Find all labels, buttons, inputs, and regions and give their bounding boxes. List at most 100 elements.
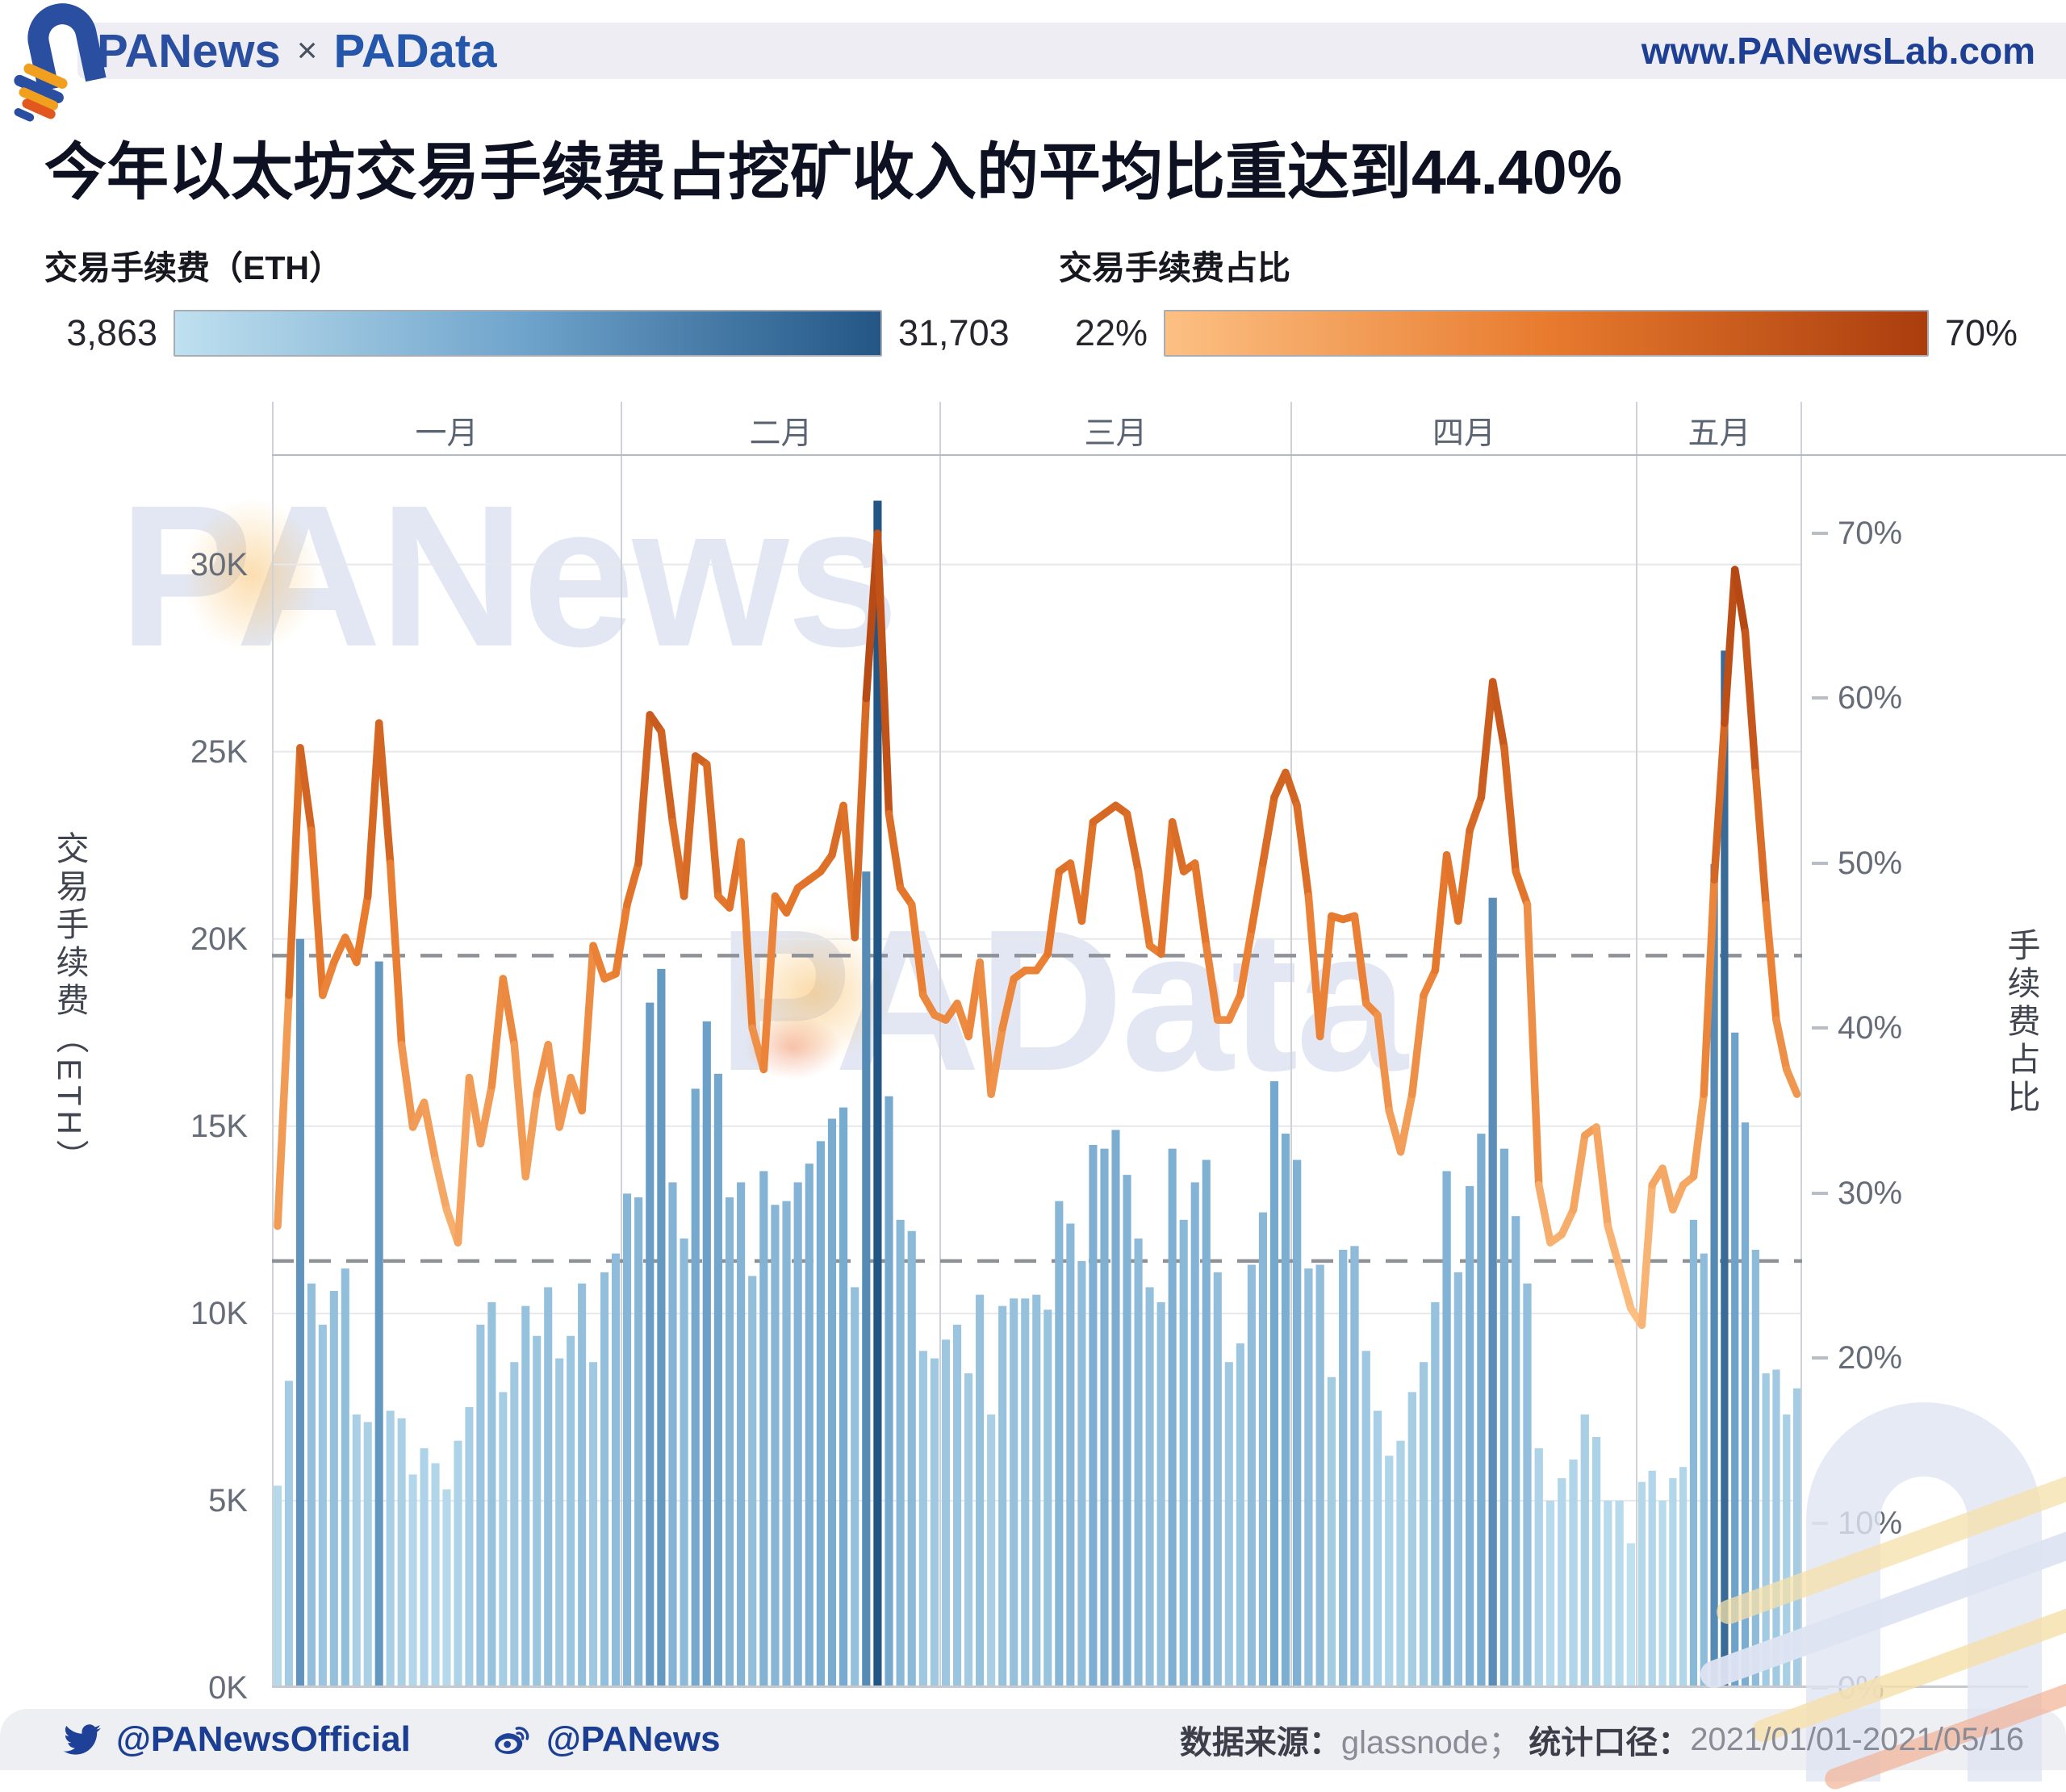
fee-bar	[1741, 1122, 1750, 1688]
fee-bar	[1304, 1268, 1313, 1688]
twitter-handle-link[interactable]: @PANewsOfficial	[61, 1719, 411, 1760]
pct-line-segment	[499, 975, 519, 1049]
combo-chart-plot	[272, 402, 1802, 1688]
pct-line-segment	[1304, 892, 1324, 1041]
fee-bar	[374, 961, 383, 1688]
pct-line-segment	[885, 809, 905, 892]
fee-bar	[713, 1073, 722, 1688]
pct-line-segment	[737, 838, 756, 1033]
pct-line-segment	[1202, 942, 1222, 1024]
pct-line-segment	[1783, 1065, 1801, 1098]
pct-line-segment	[1658, 1164, 1677, 1213]
fee-bar	[998, 1305, 1007, 1688]
site-url-link[interactable]: www.PANewsLab.com	[1641, 30, 2035, 72]
fee-bar	[1669, 1478, 1677, 1688]
scope-label: 统计口径：	[1529, 1725, 1691, 1761]
fee-bar	[827, 1118, 837, 1688]
fee-bar	[691, 1088, 700, 1688]
fee-bar	[1558, 1478, 1566, 1688]
watermark-blob	[183, 499, 320, 652]
pct-line-segment	[363, 719, 383, 900]
fee-bar	[578, 1283, 587, 1688]
fee-bar	[725, 1197, 734, 1688]
fee-bar	[1339, 1249, 1348, 1688]
pct-line-segment	[1730, 566, 1750, 637]
pct-line-segment	[1259, 793, 1278, 867]
pct-line-segment	[759, 892, 780, 1074]
fee-bar	[1637, 1481, 1646, 1688]
fee-bar	[1269, 1081, 1279, 1688]
pct-line-segment	[1689, 1090, 1708, 1181]
fee-bar	[1648, 1470, 1656, 1688]
pct-line-segment	[1751, 768, 1770, 909]
pct-line-segment	[703, 760, 722, 900]
month-label-1: 一月	[415, 416, 479, 451]
fee-bar	[1658, 1500, 1667, 1688]
pct-line-segment	[1168, 818, 1188, 875]
pct-line-segment	[1669, 1180, 1688, 1213]
pct-line-segment	[544, 1041, 563, 1131]
scope-value: 2021/01/01-2021/05/16	[1690, 1721, 2024, 1757]
pct-line-segment	[1134, 867, 1154, 950]
tick-mark	[1812, 861, 1828, 865]
fee-bar	[646, 1002, 655, 1688]
pct-line-segment	[521, 1090, 541, 1181]
fee-bar	[1604, 1500, 1612, 1688]
page-title: 今年以太坊交易手续费占挖矿收入的平均比重达到44.40%	[44, 138, 1623, 207]
pct-line-segment	[634, 711, 655, 867]
pct-line-segment	[623, 859, 642, 909]
fee-bar	[1721, 650, 1729, 1688]
pct-line-segment	[1236, 925, 1256, 1000]
pct-line-segment	[1500, 744, 1520, 875]
fee-bar	[600, 1272, 609, 1688]
fee-bar	[1292, 1159, 1302, 1688]
legend-pct-max: 70%	[1945, 312, 2018, 353]
fee-bar	[454, 1440, 462, 1688]
pct-line-segment	[1123, 809, 1143, 875]
pct-line-segment	[353, 892, 372, 967]
pct-line-segment	[1466, 793, 1486, 834]
pct-line-segment	[1772, 1016, 1791, 1074]
weibo-handle-link[interactable]: @PANews	[488, 1719, 721, 1760]
pct-line-segment	[976, 958, 995, 1098]
fee-bar	[1591, 1437, 1601, 1688]
fee-bar	[273, 1485, 282, 1688]
fee-bar	[816, 1141, 825, 1688]
pct-line-segment	[1615, 1263, 1635, 1313]
fee-bar	[1055, 1201, 1064, 1688]
month-label-4: 四月	[1432, 416, 1495, 451]
fee-bar	[1431, 1301, 1440, 1688]
fee-bar	[793, 1182, 802, 1688]
pct-line-segment	[1431, 850, 1451, 975]
fee-bar	[1021, 1298, 1030, 1688]
legend-fee-max: 31,703	[898, 312, 1010, 353]
fee-bar	[521, 1305, 530, 1688]
twitter-handle-text: @PANewsOfficial	[116, 1719, 411, 1759]
fee-bar	[1772, 1369, 1780, 1688]
pct-line-segment	[1604, 1222, 1624, 1272]
pct-line-segment	[1420, 967, 1440, 1000]
fee-bar	[1224, 1362, 1233, 1688]
legend-fee-label: 交易手续费（ETH）	[44, 249, 342, 286]
fee-bar	[771, 1205, 780, 1688]
chart-area: PANews PAData 一月 二月 三月 四月 五月 30K 25K 20K 15K 10K…	[119, 402, 1902, 1706]
pct-line-segment	[851, 694, 871, 942]
fee-bar	[1762, 1373, 1770, 1688]
fee-bar	[1419, 1362, 1428, 1688]
fee-bar	[1689, 1219, 1698, 1688]
pct-line-segment	[1350, 912, 1370, 1008]
fee-bar	[634, 1197, 643, 1688]
twitter-icon	[64, 1724, 101, 1755]
left-axis-title: 交易手续费（ETH）	[51, 831, 88, 1177]
pct-line-segment	[987, 1024, 1006, 1098]
pct-line-segment	[1477, 678, 1497, 801]
fee-bar	[318, 1324, 327, 1688]
pct-line-segment	[487, 975, 508, 1090]
fee-bar	[748, 1276, 757, 1688]
left-tick-label: 15K	[190, 1108, 248, 1144]
pct-line-segment	[1721, 566, 1739, 727]
brand-lockup: PANews × PAData	[97, 23, 496, 79]
fee-bar	[1123, 1175, 1131, 1688]
pct-line-segment	[397, 1041, 417, 1131]
tick-mark	[1812, 1026, 1828, 1030]
